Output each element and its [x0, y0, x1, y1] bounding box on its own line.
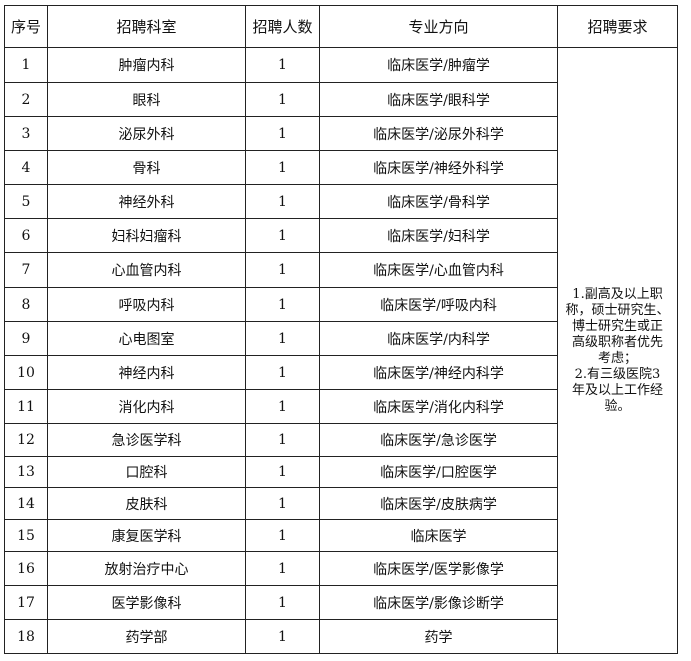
- table-row: 5 神经外科 1 临床医学/骨科学: [4, 184, 678, 219]
- row-number: 13: [4, 456, 48, 488]
- hire-count: 1: [245, 82, 320, 117]
- hire-count: 1: [245, 389, 320, 424]
- major-direction: 临床医学/急诊医学: [319, 423, 558, 457]
- department: 药学部: [47, 619, 246, 654]
- row-number: 7: [4, 252, 48, 288]
- department: 口腔科: [47, 456, 246, 488]
- row-number: 10: [4, 355, 48, 390]
- major-direction: 临床医学/心血管内科: [319, 252, 558, 288]
- table-row: 14 皮肤科 1 临床医学/皮肤病学: [4, 487, 678, 520]
- major-direction: 临床医学/肿瘤学: [319, 47, 558, 83]
- table-row: 17 医学影像科 1 临床医学/影像诊断学: [4, 585, 678, 620]
- row-number: 6: [4, 218, 48, 253]
- major-direction: 临床医学/神经外科学: [319, 150, 558, 185]
- hire-count: 1: [245, 321, 320, 356]
- table-row: 8 呼吸内科 1 临床医学/呼吸内科: [4, 287, 678, 322]
- department: 急诊医学科: [47, 423, 246, 457]
- row-number: 16: [4, 551, 48, 586]
- hire-count: 1: [245, 287, 320, 322]
- table-row: 1 肿瘤内科 1 临床医学/肿瘤学 1.副高及以上职 称，硕士研究生、 博士研究生或正 …: [4, 47, 678, 654]
- table-row: 6 妇科妇瘤科 1 临床医学/妇科学: [4, 218, 678, 253]
- header-requirements: 招聘要求: [557, 5, 678, 48]
- header-dept: 招聘科室: [47, 5, 246, 48]
- major-direction: 临床医学/妇科学: [319, 218, 558, 253]
- table-row: 11 消化内科 1 临床医学/消化内科学: [4, 389, 678, 424]
- department: 呼吸内科: [47, 287, 246, 322]
- department: 放射治疗中心: [47, 551, 246, 586]
- department: 肿瘤内科: [47, 47, 246, 83]
- major-direction: 临床医学/消化内科学: [319, 389, 558, 424]
- table-row: 18 药学部 1 药学: [4, 619, 678, 654]
- hire-count: 1: [245, 150, 320, 185]
- row-number: 14: [4, 487, 48, 520]
- row-number: 2: [4, 82, 48, 117]
- major-direction: 临床医学/影像诊断学: [319, 585, 558, 620]
- table-row: 9 心电图室 1 临床医学/内科学: [4, 321, 678, 356]
- department: 心血管内科: [47, 252, 246, 288]
- header-row: 序号 招聘科室 招聘人数 专业方向 招聘要求: [4, 5, 678, 48]
- hire-count: 1: [245, 551, 320, 586]
- department: 神经内科: [47, 355, 246, 390]
- major-direction: 临床医学/口腔医学: [319, 456, 558, 488]
- major-direction: 药学: [319, 619, 558, 654]
- hire-count: 1: [245, 519, 320, 552]
- department: 妇科妇瘤科: [47, 218, 246, 253]
- department: 消化内科: [47, 389, 246, 424]
- hire-count: 1: [245, 456, 320, 488]
- major-direction: 临床医学/呼吸内科: [319, 287, 558, 322]
- department: 康复医学科: [47, 519, 246, 552]
- major-direction: 临床医学/医学影像学: [319, 551, 558, 586]
- hire-count: 1: [245, 218, 320, 253]
- requirements-cell: 1.副高及以上职 称，硕士研究生、 博士研究生或正 高级职称者优先 考虑； 2.…: [557, 47, 678, 654]
- hire-count: 1: [245, 252, 320, 288]
- row-number: 4: [4, 150, 48, 185]
- table-row: 12 急诊医学科 1 临床医学/急诊医学: [4, 423, 678, 457]
- row-number: 9: [4, 321, 48, 356]
- major-direction: 临床医学/神经内科学: [319, 355, 558, 390]
- hire-count: 1: [245, 47, 320, 83]
- hire-count: 1: [245, 487, 320, 520]
- row-number: 5: [4, 184, 48, 219]
- hire-count: 1: [245, 116, 320, 151]
- department: 泌尿外科: [47, 116, 246, 151]
- row-number: 12: [4, 423, 48, 457]
- row-number: 15: [4, 519, 48, 552]
- department: 骨科: [47, 150, 246, 185]
- hire-count: 1: [245, 355, 320, 390]
- major-direction: 临床医学/皮肤病学: [319, 487, 558, 520]
- row-number: 3: [4, 116, 48, 151]
- header-major: 专业方向: [319, 5, 558, 48]
- major-direction: 临床医学: [319, 519, 558, 552]
- major-direction: 临床医学/泌尿外科学: [319, 116, 558, 151]
- department: 神经外科: [47, 184, 246, 219]
- table-row: 16 放射治疗中心 1 临床医学/医学影像学: [4, 551, 678, 586]
- row-number: 1: [4, 47, 48, 83]
- recruitment-table: 序号 招聘科室 招聘人数 专业方向 招聘要求 1 肿瘤内科 1 临床医学/肿瘤学 1.副…: [4, 5, 678, 654]
- department: 皮肤科: [47, 487, 246, 520]
- row-number: 11: [4, 389, 48, 424]
- department: 医学影像科: [47, 585, 246, 620]
- major-direction: 临床医学/骨科学: [319, 184, 558, 219]
- hire-count: 1: [245, 423, 320, 457]
- hire-count: 1: [245, 619, 320, 654]
- table-row: 2 眼科 1 临床医学/眼科学: [4, 82, 678, 117]
- header-no: 序号: [4, 5, 48, 48]
- table-row: 4 骨科 1 临床医学/神经外科学: [4, 150, 678, 185]
- major-direction: 临床医学/内科学: [319, 321, 558, 356]
- row-number: 17: [4, 585, 48, 620]
- header-count: 招聘人数: [245, 5, 320, 48]
- row-number: 8: [4, 287, 48, 322]
- table-row: 3 泌尿外科 1 临床医学/泌尿外科学: [4, 116, 678, 151]
- hire-count: 1: [245, 585, 320, 620]
- row-number: 18: [4, 619, 48, 654]
- department: 心电图室: [47, 321, 246, 356]
- department: 眼科: [47, 82, 246, 117]
- table-row: 15 康复医学科 1 临床医学: [4, 519, 678, 552]
- table-row: 7 心血管内科 1 临床医学/心血管内科: [4, 252, 678, 288]
- hire-count: 1: [245, 184, 320, 219]
- major-direction: 临床医学/眼科学: [319, 82, 558, 117]
